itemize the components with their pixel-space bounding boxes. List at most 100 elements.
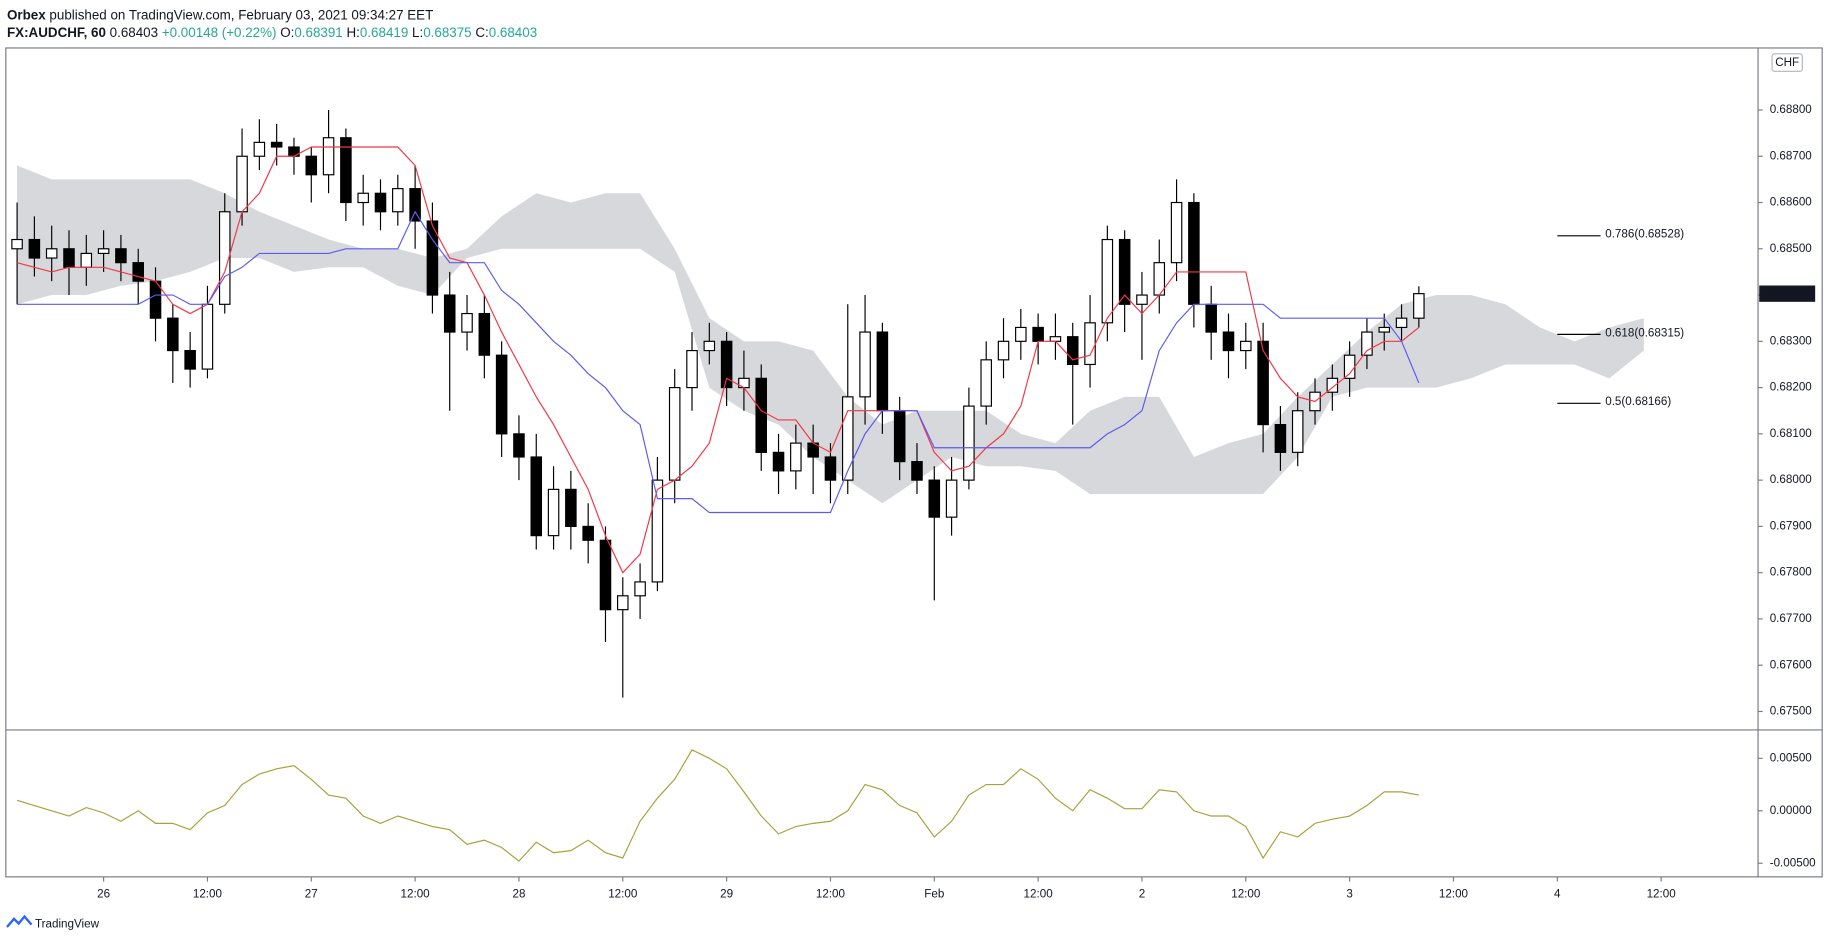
y-tick-label: 0.00000 — [1770, 804, 1813, 817]
candle-body — [980, 359, 992, 407]
candle-body — [115, 248, 127, 264]
candle-body — [305, 155, 318, 176]
candle-body — [634, 581, 646, 597]
candle-body — [720, 340, 733, 389]
candle-body — [461, 312, 473, 333]
candle-body — [374, 192, 387, 213]
candle-body — [1032, 326, 1044, 342]
candle-body — [703, 340, 716, 352]
candle-body — [1015, 326, 1027, 342]
candle-body — [911, 461, 923, 481]
candle-body — [270, 141, 283, 148]
candle-body — [28, 238, 41, 259]
c-value: 0.68403 — [489, 24, 537, 39]
x-tick-label: 3 — [1346, 887, 1352, 900]
candle-body — [495, 354, 508, 435]
candle-body — [513, 433, 525, 458]
candle-body — [97, 248, 110, 254]
candle-body — [322, 137, 335, 176]
candle-body — [1361, 331, 1373, 356]
candle-body — [167, 317, 179, 352]
candle-body — [772, 451, 785, 472]
y-tick-label: 0.68500 — [1770, 242, 1813, 255]
candle-body — [617, 595, 629, 611]
published: published on TradingView.com, February 0… — [49, 7, 433, 22]
candle-body — [253, 141, 266, 157]
y-tick-label: 0.67600 — [1770, 658, 1813, 671]
candle-body — [1240, 340, 1252, 352]
candle-body — [218, 211, 231, 305]
candle-body — [841, 396, 854, 481]
header-line-1: Orbex published on TradingView.com, Febr… — [7, 7, 433, 22]
candle-body — [1188, 201, 1200, 305]
candle-body — [651, 479, 664, 583]
x-tick-label: 29 — [720, 887, 733, 900]
candle-body — [1066, 336, 1079, 366]
candle-body — [201, 303, 214, 370]
candle-body — [928, 479, 941, 518]
x-tick-label: 28 — [512, 887, 525, 900]
x-tick-label: 26 — [97, 887, 110, 900]
ichimoku-cloud — [17, 165, 1644, 504]
o-key: O: — [280, 24, 294, 39]
candle-body — [45, 248, 58, 259]
candle-body — [824, 456, 837, 481]
unit-label: CHF — [1775, 56, 1799, 69]
y-tick-label: 0.67700 — [1770, 612, 1813, 625]
x-tick-label: 12:00 — [816, 887, 846, 900]
candle-body — [859, 331, 871, 398]
candle-body — [357, 192, 369, 204]
x-tick-label: 27 — [305, 887, 318, 900]
candle-body — [1101, 238, 1114, 324]
y-tick-label: 0.00500 — [1770, 751, 1813, 764]
indicator-line — [17, 210, 1420, 514]
oscillator-line — [16, 749, 1419, 862]
x-tick-label: 12:00 — [1647, 887, 1677, 900]
x-tick-label: 12:00 — [1439, 887, 1469, 900]
y-tick-label: -0.00500 — [1770, 856, 1816, 869]
candle-body — [1170, 201, 1183, 264]
candle-body — [1395, 317, 1408, 329]
y-tick-label: 0.68200 — [1770, 381, 1813, 394]
candle-body — [876, 331, 889, 412]
x-tick-label: 12:00 — [608, 887, 638, 900]
candle-body — [63, 248, 75, 268]
candle-body — [1378, 326, 1391, 333]
candle-body — [755, 377, 768, 453]
candle-body — [132, 262, 144, 282]
y-tick-label: 0.67800 — [1770, 566, 1813, 579]
x-tick-label: 4 — [1554, 887, 1561, 900]
y-tick-label: 0.68300 — [1770, 334, 1813, 347]
candle-body — [392, 188, 404, 213]
y-tick-label: 0.68700 — [1770, 149, 1813, 162]
header-line-2: FX:AUDCHF, 60 0.68403 +0.00148 (+0.22%) … — [7, 24, 537, 39]
fib-label: 0.5(0.68166) — [1605, 395, 1671, 408]
x-tick-label: Feb — [924, 887, 944, 900]
candle-body — [409, 188, 421, 222]
candle-body — [599, 539, 612, 611]
candle-body — [1084, 322, 1096, 366]
last-price-label: 0.68403 — [1766, 287, 1809, 300]
y-tick-label: 0.68000 — [1770, 473, 1813, 486]
footer-text: TradingView — [35, 918, 100, 931]
y-tick-label: 0.67900 — [1770, 519, 1813, 532]
unit-box — [1771, 53, 1803, 72]
publisher: Orbex — [7, 7, 46, 22]
x-tick-label: 12:00 — [1024, 887, 1054, 900]
candle-body — [997, 340, 1010, 361]
x-tick-label: 12:00 — [1231, 887, 1261, 900]
logo — [6, 914, 33, 928]
candle-body — [80, 252, 93, 268]
candle-body — [1274, 424, 1287, 453]
candle-body — [1257, 340, 1269, 426]
x-tick-label: 12:00 — [401, 887, 431, 900]
plot-layer: 0.67500 0.67600 0.67700 0.67800 0.67900 0.680… — [11, 53, 1816, 900]
candle-body — [1326, 377, 1339, 393]
candle-body — [790, 442, 802, 472]
candle-body — [443, 294, 456, 333]
fib-label: 0.786(0.68528) — [1605, 228, 1684, 241]
candle-body — [1291, 410, 1304, 453]
frame — [5, 47, 1823, 878]
candle-body — [945, 479, 958, 518]
